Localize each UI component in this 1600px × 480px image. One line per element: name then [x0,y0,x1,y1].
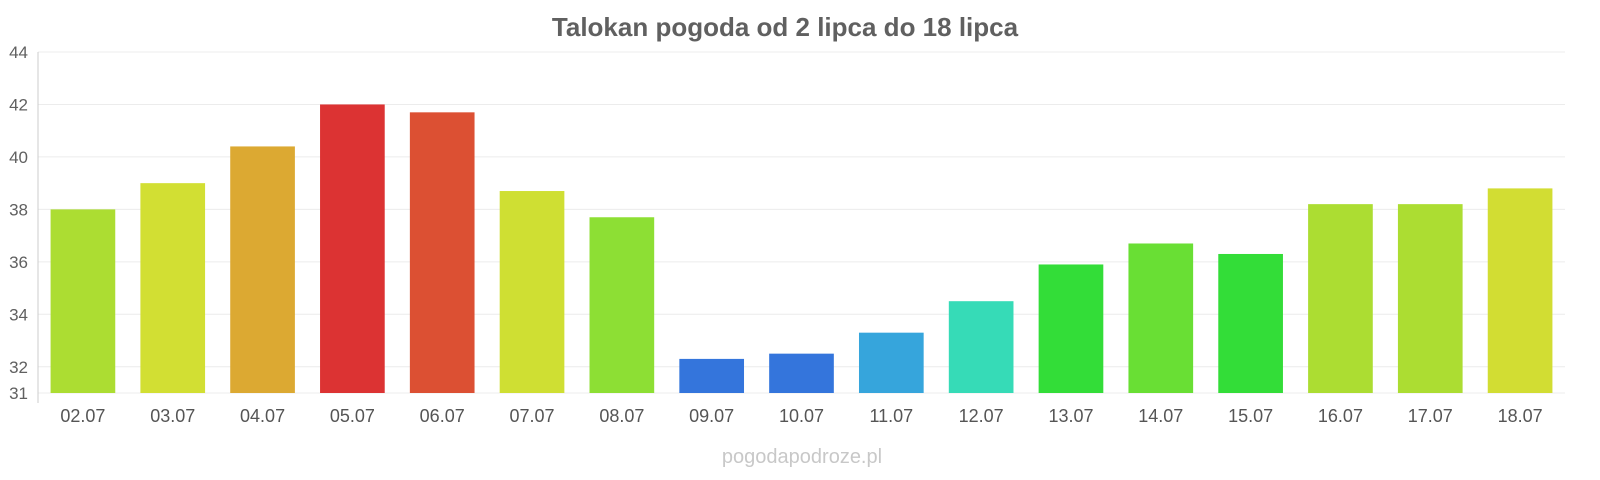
x-tick-label: 15.07 [1228,406,1273,426]
y-tick-label: 40 [9,148,28,167]
bar-17.07 [1397,204,1463,393]
bar-11.07 [858,332,924,393]
bar-09.07 [679,358,745,393]
bar-08.07 [589,217,655,393]
x-tick-label: 03.07 [150,406,195,426]
bar-15.07 [1218,253,1283,393]
x-tick-label: 11.07 [869,406,913,426]
bar-05.07 [320,104,385,393]
bar-06.07 [409,112,475,393]
x-tick-label: 17.07 [1408,406,1453,426]
bar-14.07 [1128,243,1194,393]
y-tick-label: 42 [9,95,28,114]
watermark: pogodapodroze.pl [722,446,882,468]
bar-18.07 [1487,188,1553,393]
bar-13.07 [1038,264,1104,393]
bar-12.07 [948,301,1014,393]
x-tick-label: 05.07 [330,406,375,426]
x-tick-label: 16.07 [1318,406,1363,426]
y-tick-label: 32 [9,358,28,377]
x-tick-label: 13.07 [1048,406,1093,426]
x-tick-label: 07.07 [510,406,555,426]
x-tick-label: 14.07 [1138,406,1183,426]
bar-16.07 [1308,204,1373,393]
x-tick-label: 08.07 [599,406,644,426]
x-tick-label: 04.07 [240,406,285,426]
x-tick-label: 10.07 [779,406,824,426]
bar-04.07 [230,146,295,393]
x-tick-label: 02.07 [60,406,105,426]
x-tick-label: 12.07 [959,406,1004,426]
x-tick-label: 06.07 [420,406,465,426]
y-axis: 31 32 34 36 38 40 42 44 [9,43,39,403]
x-tick-label: 18.07 [1498,406,1543,426]
bar-02.07 [50,209,116,393]
bar-07.07 [499,191,565,393]
x-tick-label: 09.07 [689,406,734,426]
y-tick-label: 44 [9,43,28,62]
chart-title: Talokan pogoda od 2 lipca do 18 lipca [552,12,1019,42]
y-tick-label: 31 [9,384,28,403]
x-axis: 02.07 03.07 04.07 05.07 06.07 07.07 08.07 09.07… [60,406,1542,426]
bar-10.07 [769,353,834,393]
bars [50,104,1553,393]
bar-03.07 [140,183,206,393]
y-tick-label: 38 [9,200,28,219]
y-tick-label: 34 [9,305,28,324]
y-tick-label: 36 [9,253,28,272]
